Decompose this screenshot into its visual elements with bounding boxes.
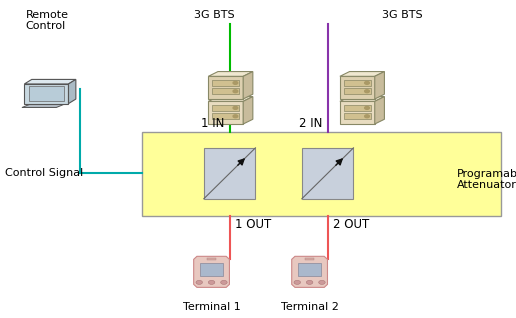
Bar <box>142 132 501 216</box>
Text: Remote
Control: Remote Control <box>26 10 69 31</box>
Polygon shape <box>340 76 375 99</box>
Text: Terminal 2: Terminal 2 <box>281 302 338 312</box>
Polygon shape <box>69 80 76 104</box>
Polygon shape <box>208 72 253 76</box>
Circle shape <box>319 280 325 284</box>
Text: 3G BTS: 3G BTS <box>194 10 234 19</box>
Text: Terminal 1: Terminal 1 <box>183 302 240 312</box>
Bar <box>344 113 371 119</box>
Polygon shape <box>340 97 384 101</box>
Polygon shape <box>194 256 230 287</box>
Polygon shape <box>292 256 328 287</box>
Polygon shape <box>24 84 69 104</box>
Text: 3G BTS: 3G BTS <box>382 10 423 19</box>
Text: Control Signal: Control Signal <box>5 168 84 178</box>
Circle shape <box>365 115 369 118</box>
Circle shape <box>233 107 238 109</box>
Circle shape <box>208 280 215 284</box>
Circle shape <box>294 280 300 284</box>
Circle shape <box>307 280 313 284</box>
Bar <box>212 88 239 94</box>
Polygon shape <box>340 72 384 76</box>
Bar <box>204 148 255 199</box>
Bar <box>212 80 239 86</box>
Circle shape <box>365 81 369 84</box>
Bar <box>344 88 371 94</box>
Circle shape <box>196 280 202 284</box>
Circle shape <box>221 280 227 284</box>
Polygon shape <box>340 101 375 124</box>
Polygon shape <box>243 72 253 99</box>
Circle shape <box>233 81 238 84</box>
Polygon shape <box>208 76 243 99</box>
Bar <box>207 258 216 260</box>
Bar <box>212 105 239 111</box>
Bar <box>305 258 314 260</box>
Polygon shape <box>243 97 253 124</box>
Text: 1 IN: 1 IN <box>201 117 224 130</box>
Bar <box>344 80 371 86</box>
Polygon shape <box>375 97 384 124</box>
Text: 2 IN: 2 IN <box>299 117 322 130</box>
Bar <box>302 148 353 199</box>
Bar <box>200 263 223 276</box>
Bar <box>212 113 239 119</box>
Polygon shape <box>22 105 63 107</box>
Bar <box>344 105 371 111</box>
Text: 2 OUT: 2 OUT <box>333 218 369 231</box>
Circle shape <box>233 115 238 118</box>
Circle shape <box>233 90 238 93</box>
Text: 1 OUT: 1 OUT <box>235 218 271 231</box>
Circle shape <box>365 90 369 93</box>
Circle shape <box>365 107 369 109</box>
Polygon shape <box>208 97 253 101</box>
Polygon shape <box>375 72 384 99</box>
Polygon shape <box>29 86 63 101</box>
Bar <box>298 263 321 276</box>
Text: Programable
Attenuator: Programable Attenuator <box>457 169 516 190</box>
Polygon shape <box>208 101 243 124</box>
Polygon shape <box>24 80 76 84</box>
